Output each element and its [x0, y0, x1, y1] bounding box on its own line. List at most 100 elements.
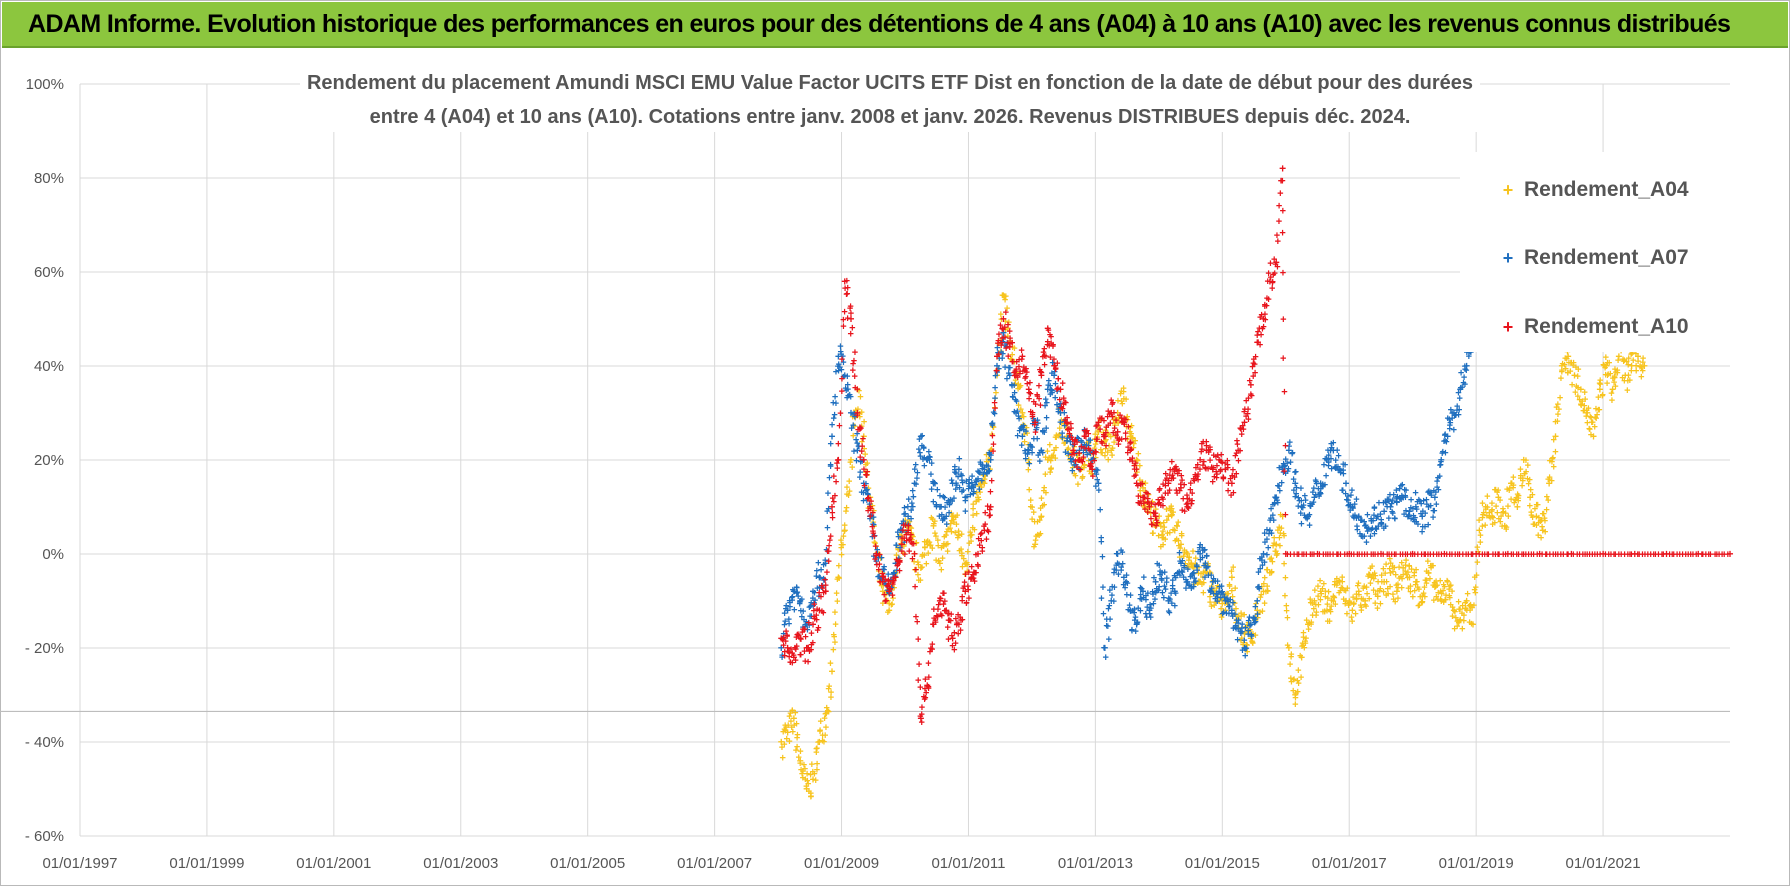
point: +: [1204, 567, 1210, 579]
point: +: [1328, 463, 1334, 475]
point: +: [876, 559, 882, 571]
point: +: [996, 353, 1002, 365]
point: +: [1133, 626, 1139, 638]
point: +: [1151, 508, 1157, 520]
point: +: [1090, 471, 1096, 483]
point: +: [1371, 568, 1377, 580]
point: +: [998, 338, 1004, 350]
point: +: [968, 573, 974, 585]
point: +: [1339, 576, 1345, 588]
point: +: [886, 588, 892, 600]
point: +: [965, 484, 971, 496]
point: +: [1607, 369, 1613, 381]
point: +: [977, 529, 983, 541]
point: +: [1016, 425, 1022, 437]
point: +: [799, 594, 805, 606]
point: +: [1149, 520, 1155, 532]
point: +: [1328, 595, 1334, 607]
point: +: [889, 582, 895, 594]
point: +: [1206, 567, 1212, 579]
point: +: [945, 615, 951, 627]
point: +: [1139, 585, 1146, 599]
point: +: [1252, 601, 1258, 613]
point: +: [1302, 495, 1308, 507]
point: +: [1633, 366, 1639, 378]
x-tick-label-2: 01/01/2001: [296, 855, 371, 872]
point: +: [1568, 357, 1574, 369]
point: +: [1345, 600, 1351, 612]
point: +: [922, 542, 928, 554]
point: +: [1165, 509, 1172, 523]
point: +: [1437, 460, 1443, 472]
point: +: [1268, 568, 1274, 580]
point: +: [1169, 510, 1175, 522]
point: +: [1317, 489, 1323, 501]
point: +: [979, 546, 985, 558]
point: +: [1141, 498, 1147, 510]
point: +: [1463, 365, 1469, 377]
point: +: [940, 540, 946, 552]
point: +: [790, 585, 797, 599]
point: +: [1220, 589, 1226, 601]
point: +: [1508, 494, 1514, 506]
point: +: [837, 362, 843, 374]
point: +: [1458, 367, 1464, 379]
point: +: [1492, 485, 1498, 497]
point: +: [1063, 419, 1069, 431]
point: +: [1095, 415, 1102, 429]
point: +: [899, 518, 905, 530]
point: +: [1360, 583, 1366, 595]
point: +: [1421, 582, 1427, 594]
point: +: [811, 587, 817, 599]
point: +: [794, 583, 800, 595]
point: +: [1559, 367, 1565, 379]
point: +: [926, 672, 932, 684]
point: +: [892, 569, 898, 581]
point: +: [802, 621, 808, 633]
point: +: [1413, 504, 1419, 516]
point: +: [843, 289, 849, 301]
point: +: [898, 539, 904, 551]
point: +: [1276, 216, 1282, 228]
point: +: [1255, 567, 1261, 579]
point: +: [963, 476, 969, 488]
point: +: [1127, 422, 1133, 434]
point: +: [1158, 573, 1164, 585]
point: +: [919, 702, 925, 714]
point: +: [1509, 478, 1515, 490]
point: +: [994, 368, 1001, 382]
point: +: [861, 480, 867, 492]
point: +: [1387, 489, 1393, 501]
point: +: [1298, 495, 1304, 507]
point: +: [945, 495, 951, 507]
point: +: [843, 502, 849, 514]
point: +: [779, 634, 785, 646]
point: +: [962, 495, 968, 507]
point: +: [1061, 417, 1067, 429]
point: +: [954, 480, 960, 492]
point: +: [939, 509, 945, 521]
point: +: [1444, 430, 1451, 444]
point: +: [967, 490, 973, 502]
point: +: [1368, 525, 1374, 537]
point: +: [1139, 479, 1145, 491]
point: +: [1025, 444, 1032, 458]
point: +: [1113, 565, 1119, 577]
point: +: [1109, 450, 1115, 462]
point: +: [864, 495, 870, 507]
point: +: [795, 629, 801, 641]
point: +: [1030, 507, 1036, 519]
point: +: [779, 652, 785, 664]
point: +: [1111, 420, 1117, 432]
point: +: [1292, 467, 1298, 479]
point: +: [1067, 430, 1073, 442]
point: +: [1113, 430, 1119, 442]
point: +: [944, 526, 950, 538]
point: +: [923, 537, 929, 549]
point: +: [1550, 453, 1556, 465]
point: +: [1258, 590, 1264, 602]
point: +: [1162, 488, 1168, 500]
point: +: [886, 585, 893, 599]
point: +: [929, 639, 935, 651]
legend-marker-a04: +: [1503, 180, 1514, 200]
